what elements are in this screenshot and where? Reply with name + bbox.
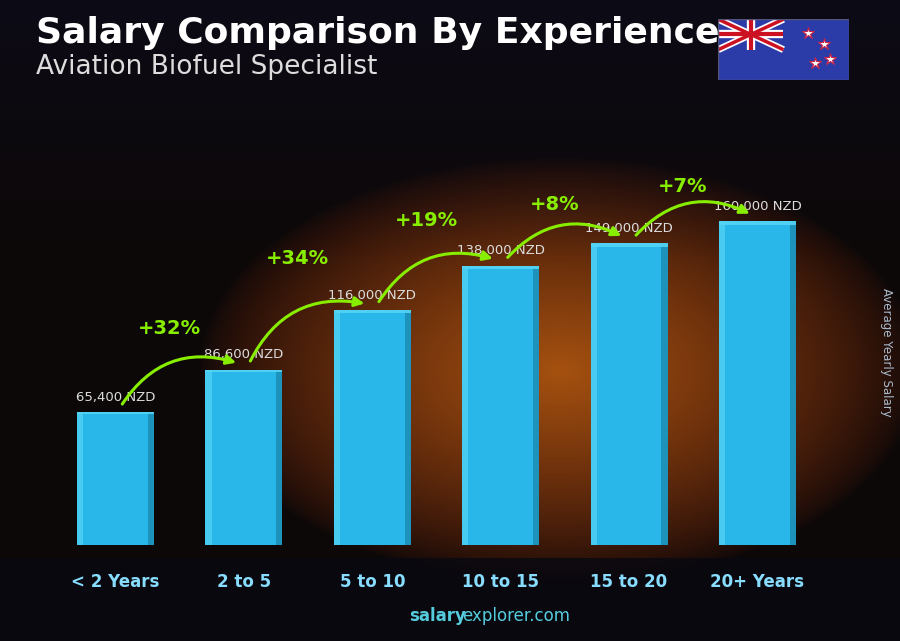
Text: Average Yearly Salary: Average Yearly Salary xyxy=(880,288,893,417)
Bar xyxy=(148,412,154,545)
Bar xyxy=(719,221,796,545)
Bar xyxy=(789,221,796,545)
Text: 86,600 NZD: 86,600 NZD xyxy=(204,349,284,362)
Bar xyxy=(719,221,725,545)
Text: < 2 Years: < 2 Years xyxy=(71,573,160,591)
Bar xyxy=(662,243,668,545)
Bar xyxy=(463,265,468,545)
Bar xyxy=(205,370,212,545)
Text: 65,400 NZD: 65,400 NZD xyxy=(76,392,156,404)
Text: +8%: +8% xyxy=(530,196,580,214)
Bar xyxy=(276,370,283,545)
Text: Aviation Biofuel Specialist: Aviation Biofuel Specialist xyxy=(36,54,377,81)
Text: +19%: +19% xyxy=(395,211,458,230)
Bar xyxy=(205,370,283,545)
Text: 15 to 20: 15 to 20 xyxy=(590,573,668,591)
Text: 138,000 NZD: 138,000 NZD xyxy=(456,244,544,258)
Bar xyxy=(590,243,668,545)
Bar xyxy=(590,243,597,545)
Text: +34%: +34% xyxy=(266,249,329,268)
Text: 149,000 NZD: 149,000 NZD xyxy=(585,222,673,235)
Bar xyxy=(334,310,410,313)
Text: salary: salary xyxy=(410,607,466,625)
Text: 5 to 10: 5 to 10 xyxy=(339,573,405,591)
Bar xyxy=(77,412,84,545)
Text: 10 to 15: 10 to 15 xyxy=(463,573,539,591)
Bar xyxy=(590,243,668,247)
Bar xyxy=(334,310,340,545)
Bar xyxy=(334,310,410,545)
Text: 160,000 NZD: 160,000 NZD xyxy=(714,200,801,213)
Bar xyxy=(463,265,539,269)
Text: +7%: +7% xyxy=(658,178,707,197)
Text: 116,000 NZD: 116,000 NZD xyxy=(328,289,417,302)
Bar xyxy=(719,221,796,225)
Text: Salary Comparison By Experience: Salary Comparison By Experience xyxy=(36,16,719,50)
Bar xyxy=(0,558,900,641)
Bar xyxy=(77,412,154,545)
Text: explorer.com: explorer.com xyxy=(462,607,570,625)
Bar xyxy=(77,412,154,414)
Bar xyxy=(205,370,283,372)
Bar xyxy=(533,265,539,545)
Text: 20+ Years: 20+ Years xyxy=(710,573,805,591)
Bar xyxy=(463,265,539,545)
Text: 2 to 5: 2 to 5 xyxy=(217,573,271,591)
Text: +32%: +32% xyxy=(138,319,201,338)
Bar xyxy=(405,310,410,545)
